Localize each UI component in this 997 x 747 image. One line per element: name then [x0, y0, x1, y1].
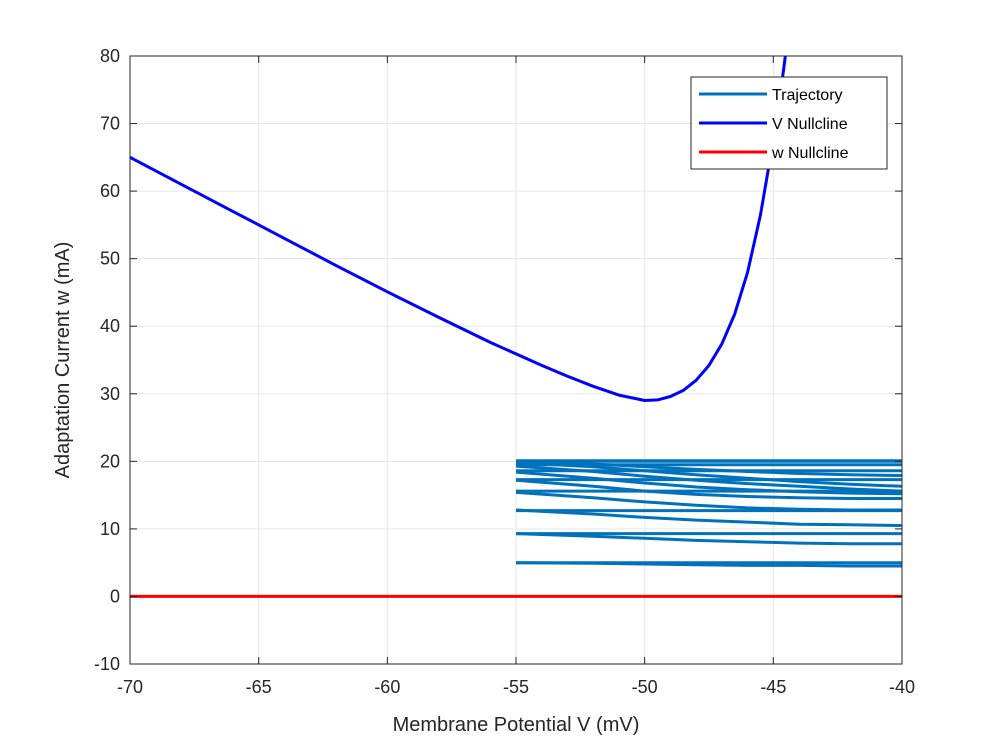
x-tick-label: -50	[632, 677, 658, 697]
x-tick-label: -60	[374, 677, 400, 697]
series-trajectory-segment	[515, 532, 902, 546]
y-axis-label: Adaptation Current w (mA)	[52, 242, 74, 479]
y-tick-label: -10	[94, 654, 120, 674]
x-tick-label: -65	[246, 677, 272, 697]
legend: Trajectory V Nullcline w Nullcline	[690, 76, 888, 170]
x-axis-label: Membrane Potential V (mV)	[393, 714, 640, 736]
series-trajectory-segment	[515, 508, 902, 527]
y-tick-label: 10	[100, 519, 120, 539]
series-trajectory-segment	[515, 490, 902, 512]
y-tick-label: 80	[100, 46, 120, 66]
y-tick-label: 70	[100, 114, 120, 134]
y-tick-label: 30	[100, 384, 120, 404]
x-tick-label: -55	[503, 677, 529, 697]
legend-label-trajectory: Trajectory	[772, 87, 843, 104]
series-trajectory-segment	[515, 470, 902, 496]
y-tick-label: 0	[110, 586, 120, 606]
y-tick-label: 40	[100, 316, 120, 336]
y-tick-label: 20	[100, 451, 120, 471]
y-tick-label: 50	[100, 249, 120, 269]
series-layer	[130, 56, 902, 598]
x-tick-label: -40	[889, 677, 915, 697]
legend-box	[690, 76, 888, 170]
series-trajectory-segment	[515, 459, 902, 477]
series-trajectory-segment	[515, 461, 902, 488]
x-tick-label: -45	[760, 677, 786, 697]
legend-label-v-nullcline: V Nullcline	[772, 116, 848, 133]
x-tick-label: -70	[117, 677, 143, 697]
ticks: -70 -65 -60 -55 -50 -45 -40 -10 0 10 20 30 40 50 60 70 8…	[94, 46, 915, 697]
legend-label-w-nullcline: w Nullcline	[771, 145, 849, 162]
series-trajectory-segment	[515, 478, 902, 500]
y-tick-label: 60	[100, 181, 120, 201]
series-trajectory-segment	[515, 464, 902, 493]
series-v-nullcline	[130, 56, 787, 402]
